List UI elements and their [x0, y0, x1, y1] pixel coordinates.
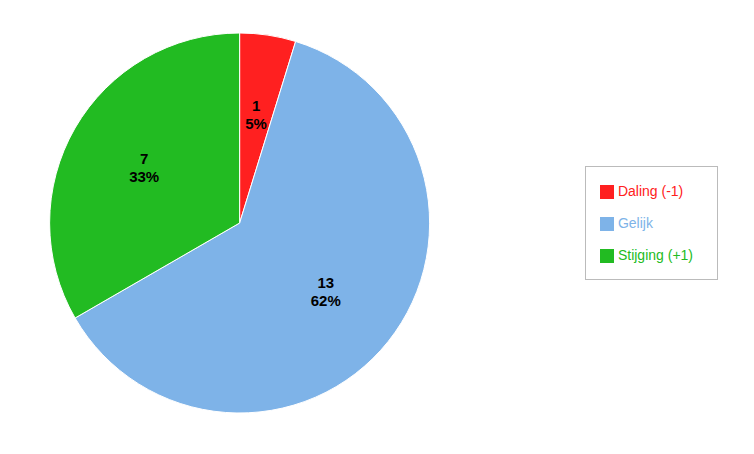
html-text:Daling (-1): Daling (-1) — [617, 183, 684, 199]
svg-text:5%: 5% — [245, 115, 267, 132]
html-text:Gelijk: Gelijk — [617, 215, 653, 231]
svg-text:7: 7 — [140, 150, 148, 167]
svg-text:13: 13 — [317, 274, 334, 291]
svg-text:1: 1 — [252, 97, 260, 114]
svg-text:62%: 62% — [311, 292, 341, 309]
svg-text:33%: 33% — [129, 168, 159, 185]
html-text:Stijging (+1): Stijging (+1) — [617, 247, 693, 263]
